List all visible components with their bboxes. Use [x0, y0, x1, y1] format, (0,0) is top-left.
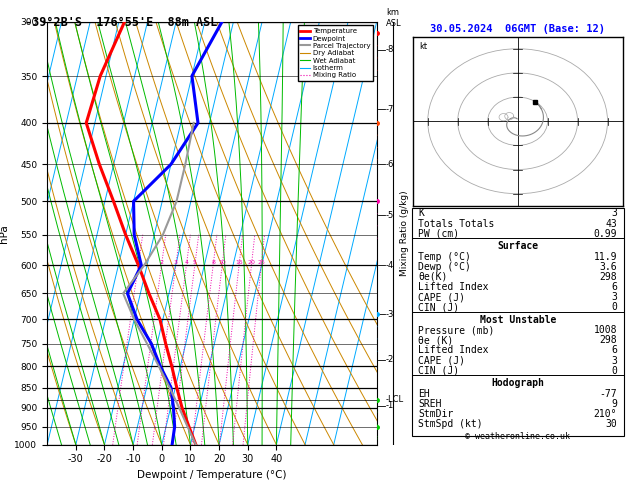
Text: PW (cm): PW (cm) — [418, 229, 459, 239]
Text: 1008: 1008 — [594, 325, 617, 335]
Text: 3: 3 — [611, 208, 617, 218]
Text: Temp (°C): Temp (°C) — [418, 252, 471, 261]
Text: 4: 4 — [184, 260, 189, 265]
Text: -2: -2 — [386, 355, 394, 364]
Text: Totals Totals: Totals Totals — [418, 219, 494, 228]
Text: -4: -4 — [386, 261, 394, 270]
Text: StmSpd (kt): StmSpd (kt) — [418, 419, 483, 429]
Text: 15: 15 — [235, 260, 243, 265]
Text: CAPE (J): CAPE (J) — [418, 356, 465, 365]
Text: km
ASL: km ASL — [386, 8, 401, 28]
Text: 0.99: 0.99 — [594, 229, 617, 239]
Text: CAPE (J): CAPE (J) — [418, 292, 465, 302]
Text: 3.6: 3.6 — [599, 261, 617, 272]
Text: CIN (J): CIN (J) — [418, 302, 459, 312]
Text: K: K — [418, 208, 424, 218]
Text: StmDir: StmDir — [418, 409, 454, 419]
Text: 25: 25 — [257, 260, 265, 265]
Text: -1: -1 — [386, 401, 394, 410]
Text: -5: -5 — [386, 210, 394, 220]
Text: 11.9: 11.9 — [594, 252, 617, 261]
Text: Lifted Index: Lifted Index — [418, 346, 489, 355]
Text: -39°2B'S  176°55'E  88m ASL: -39°2B'S 176°55'E 88m ASL — [25, 16, 218, 29]
Text: Hodograph: Hodograph — [491, 379, 544, 388]
Text: -6: -6 — [386, 160, 394, 169]
Text: EH: EH — [418, 388, 430, 399]
Text: -7: -7 — [386, 105, 394, 114]
Legend: Temperature, Dewpoint, Parcel Trajectory, Dry Adiabat, Wet Adiabat, Isotherm, Mi: Temperature, Dewpoint, Parcel Trajectory… — [298, 25, 373, 81]
Text: SREH: SREH — [418, 399, 442, 409]
Text: Lifted Index: Lifted Index — [418, 282, 489, 292]
Text: Pressure (mb): Pressure (mb) — [418, 325, 494, 335]
Text: 43: 43 — [606, 219, 617, 228]
Text: 20: 20 — [247, 260, 255, 265]
X-axis label: Dewpoint / Temperature (°C): Dewpoint / Temperature (°C) — [137, 470, 287, 480]
Text: 0: 0 — [611, 365, 617, 376]
Text: 6: 6 — [611, 282, 617, 292]
Text: 2: 2 — [160, 260, 164, 265]
Text: 10: 10 — [218, 260, 226, 265]
Text: -3: -3 — [386, 310, 394, 319]
Text: 5: 5 — [193, 260, 197, 265]
Text: 3: 3 — [174, 260, 178, 265]
Text: CIN (J): CIN (J) — [418, 365, 459, 376]
Text: © weatheronline.co.uk: © weatheronline.co.uk — [465, 433, 571, 441]
Text: 3: 3 — [611, 356, 617, 365]
Text: 298: 298 — [599, 335, 617, 345]
Text: 0: 0 — [611, 302, 617, 312]
Text: -77: -77 — [599, 388, 617, 399]
Text: -8: -8 — [386, 46, 394, 54]
Y-axis label: hPa: hPa — [0, 224, 9, 243]
Text: Most Unstable: Most Unstable — [479, 315, 556, 325]
Text: θe(K): θe(K) — [418, 272, 448, 282]
Text: 298: 298 — [599, 272, 617, 282]
Text: 210°: 210° — [594, 409, 617, 419]
Text: 9: 9 — [611, 399, 617, 409]
Text: θe (K): θe (K) — [418, 335, 454, 345]
Text: Surface: Surface — [497, 242, 538, 251]
Text: Mixing Ratio (g/kg): Mixing Ratio (g/kg) — [400, 191, 409, 276]
Text: 30: 30 — [606, 419, 617, 429]
Text: 8: 8 — [211, 260, 215, 265]
Text: -LCL: -LCL — [386, 395, 404, 404]
Text: 6: 6 — [611, 346, 617, 355]
Text: 30.05.2024  06GMT (Base: 12): 30.05.2024 06GMT (Base: 12) — [430, 24, 605, 34]
Text: kt: kt — [419, 41, 427, 51]
Text: Dewp (°C): Dewp (°C) — [418, 261, 471, 272]
Text: 1: 1 — [136, 260, 140, 265]
Text: 3: 3 — [611, 292, 617, 302]
